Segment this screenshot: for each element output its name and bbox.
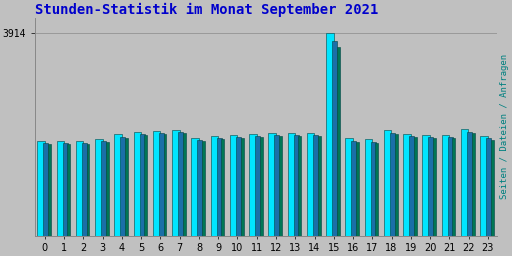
Bar — [461, 129, 468, 236]
Bar — [120, 137, 125, 236]
Bar — [298, 136, 301, 236]
Bar — [62, 143, 68, 236]
Bar — [384, 130, 391, 236]
Bar — [217, 138, 222, 236]
Bar — [230, 135, 238, 236]
Bar — [318, 136, 321, 236]
Bar — [371, 142, 376, 236]
Bar — [183, 133, 186, 236]
Bar — [294, 135, 298, 236]
Bar — [87, 144, 90, 236]
Bar — [453, 138, 455, 236]
Bar — [429, 137, 434, 236]
Bar — [134, 132, 141, 236]
Bar — [249, 134, 257, 236]
Bar — [313, 135, 318, 236]
Bar — [409, 136, 414, 236]
Bar — [255, 136, 260, 236]
Text: Stunden-Statistik im Monat September 2021: Stunden-Statistik im Monat September 202… — [35, 3, 379, 17]
Bar — [260, 137, 263, 236]
Bar — [48, 144, 51, 236]
Bar — [164, 134, 166, 236]
Bar — [210, 136, 218, 236]
Bar — [486, 138, 491, 236]
Bar — [288, 133, 295, 236]
Bar — [202, 141, 205, 236]
Bar — [472, 133, 475, 236]
Bar — [346, 138, 353, 236]
Bar — [414, 137, 417, 236]
Bar — [37, 141, 45, 236]
Bar — [159, 133, 164, 236]
Bar — [390, 133, 395, 236]
Bar — [433, 138, 436, 236]
Bar — [82, 143, 87, 236]
Bar — [125, 138, 128, 236]
Bar — [365, 139, 372, 236]
Bar — [178, 132, 183, 236]
Bar — [307, 133, 314, 236]
Bar — [106, 142, 109, 236]
Bar — [279, 136, 282, 236]
Bar — [101, 141, 106, 236]
Bar — [326, 33, 334, 236]
Bar — [356, 142, 359, 236]
Bar — [447, 137, 453, 236]
Bar — [191, 138, 199, 236]
Bar — [144, 135, 147, 236]
Bar — [491, 140, 494, 236]
Bar — [351, 141, 356, 236]
Bar — [442, 135, 449, 236]
Bar — [274, 135, 280, 236]
Bar — [44, 143, 48, 236]
Bar — [422, 135, 430, 236]
Bar — [114, 134, 122, 236]
Bar — [236, 137, 241, 236]
Bar — [375, 143, 378, 236]
Bar — [221, 139, 224, 236]
Bar — [95, 139, 102, 236]
Bar — [76, 141, 83, 236]
Bar — [56, 141, 64, 236]
Bar — [467, 132, 472, 236]
Bar — [337, 47, 340, 236]
Bar — [480, 136, 487, 236]
Bar — [403, 134, 411, 236]
Bar — [395, 134, 397, 236]
Bar — [241, 138, 244, 236]
Bar — [172, 130, 180, 236]
Bar — [153, 131, 160, 236]
Y-axis label: Seiten / Dateien / Anfragen: Seiten / Dateien / Anfragen — [500, 54, 509, 199]
Bar — [198, 140, 202, 236]
Bar — [68, 144, 70, 236]
Bar — [140, 134, 144, 236]
Bar — [268, 133, 276, 236]
Bar — [332, 41, 337, 236]
